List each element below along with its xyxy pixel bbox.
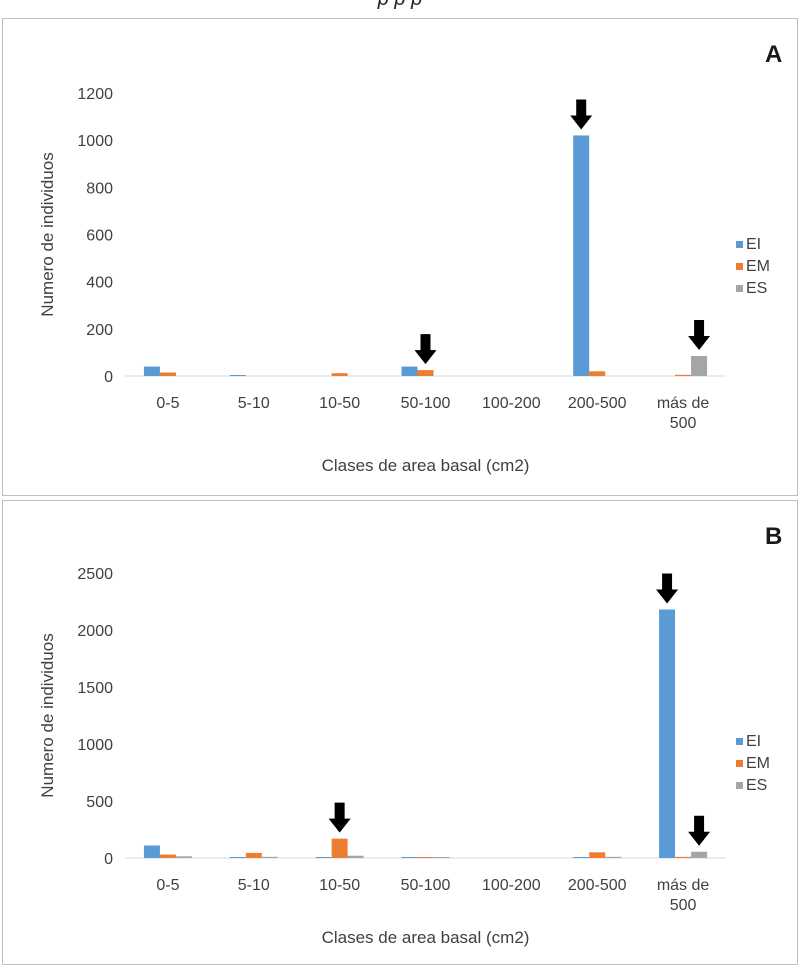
bar-em-2 [331,838,348,858]
bar-em-5 [589,852,606,858]
y-tick-label: 0 [104,369,113,386]
down-arrow-marker-icon [414,334,437,365]
y-tick-label: 1500 [77,680,113,697]
legend-label-es: ES [746,280,767,297]
x-tick-label: 500 [670,415,697,432]
x-tick-label: 100-200 [482,877,541,894]
bar-es-0 [175,856,192,858]
bar-es-6 [691,355,708,376]
x-tick-label: 5-10 [238,877,270,894]
legend-label-em: EM [746,258,770,275]
down-arrow-marker-icon [328,802,351,833]
x-tick-label: 0-5 [156,395,179,412]
legend-label-em: EM [746,755,770,772]
bar-ei-0 [143,366,160,376]
y-tick-label: 1000 [77,133,113,150]
bar-es-6 [691,851,708,858]
x-tick-label: 10-50 [319,877,360,894]
x-tick-label: más de [657,877,710,894]
bar-em-6 [675,374,692,376]
y-axis-title: Numero de individuos [38,152,57,316]
bar-ei-3 [401,366,418,376]
down-arrow-marker-icon [570,99,593,130]
bar-ei-1 [229,375,246,376]
legend-swatch-es [736,782,743,789]
y-tick-label: 500 [86,794,113,811]
y-tick-label: 1200 [77,86,113,103]
legend-swatch-es [736,285,743,292]
y-tick-label: 1000 [77,737,113,754]
y-tick-label: 400 [86,275,113,292]
y-tick-label: 200 [86,322,113,339]
legend-label-es: ES [746,777,767,794]
panel-label-b: B [765,523,783,550]
chart-panel-a: 0 200 400 600 800 1000 1200 0-5 5-10 10-50 50-100 1… [2,18,798,496]
bar-ei-5 [573,857,590,858]
bar-em-3 [417,370,434,376]
x-tick-label: 50-100 [401,395,451,412]
legend-label-ei: EI [746,733,761,750]
x-tick-label: 200-500 [568,395,627,412]
down-arrow-marker-icon [656,573,679,604]
x-tick-label: 0-5 [156,877,179,894]
x-axis-title: Clases de area basal (cm2) [322,456,530,475]
down-arrow-marker-icon [688,815,711,846]
x-tick-label: 10-50 [319,395,360,412]
legend-swatch-em [736,263,743,270]
y-tick-label: 800 [86,180,113,197]
bar-es-3 [433,857,450,858]
bar-em-2 [331,373,348,376]
bar-ei-6 [659,609,676,858]
legend-swatch-em [736,760,743,767]
y-tick-label: 0 [104,851,113,868]
panel-label-a: A [765,41,783,68]
y-tick-label: 2000 [77,623,113,640]
bar-ei-3 [401,857,418,858]
y-tick-label: 2500 [77,566,113,583]
bar-es-1 [261,856,278,858]
x-tick-label: 200-500 [568,877,627,894]
x-tick-label: 500 [670,897,697,914]
x-tick-label: 5-10 [238,395,270,412]
chart-panel-b: 0 500 1000 1500 2000 2500 0-5 5-10 10-50 50-100 10… [2,500,798,965]
bar-es-5 [605,856,622,858]
bar-em-3 [417,857,434,858]
legend-swatch-ei [736,241,743,248]
x-tick-label: más de [657,395,710,412]
bar-ei-5 [573,135,590,376]
bar-ei-0 [143,845,160,858]
bar-em-0 [159,854,176,858]
bar-em-5 [589,371,606,376]
y-tick-label: 600 [86,228,113,245]
bar-em-0 [159,372,176,376]
bar-es-2 [347,855,364,858]
bar-em-6 [675,856,692,858]
x-axis-title: Clases de area basal (cm2) [322,928,530,947]
legend-label-ei: EI [746,236,761,253]
bar-ei-2 [315,857,332,858]
x-tick-label: 50-100 [401,877,451,894]
x-tick-label: 100-200 [482,395,541,412]
bar-em-1 [245,852,262,858]
bar-ei-1 [229,857,246,858]
figure-caption-fragment: p p p [0,0,800,14]
y-axis-title: Numero de individuos [38,633,57,797]
down-arrow-marker-icon [688,319,711,350]
chart-b-canvas: 0 500 1000 1500 2000 2500 0-5 5-10 10-50 50-100 10… [38,566,770,947]
legend-swatch-ei [736,738,743,745]
chart-a-canvas: 0 200 400 600 800 1000 1200 0-5 5-10 10-50 50-100 1… [38,86,770,475]
